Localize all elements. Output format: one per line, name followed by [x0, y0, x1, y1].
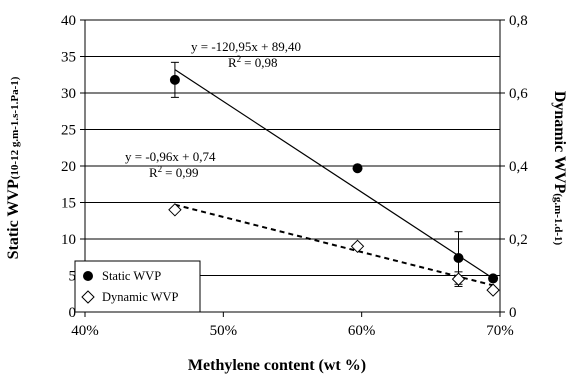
right-tick-label: 0,2	[509, 232, 528, 248]
dynamic-wvp-point	[168, 203, 182, 217]
dynamic-wvp-point	[451, 272, 466, 286]
right-tick-label: 0,4	[509, 159, 528, 175]
legend-dynamic-marker	[81, 290, 95, 304]
static-r2-value: = 0,98	[244, 55, 277, 70]
right-tick-label: 0,6	[509, 86, 528, 102]
left-tick-label: 5	[69, 269, 77, 285]
gridlines	[85, 19, 500, 276]
data-points	[168, 61, 500, 297]
left-tick-label: 40	[61, 13, 76, 29]
dynamic-equation: y = -0,96x + 0,74	[125, 149, 216, 164]
right-tick-label: 0	[509, 305, 517, 321]
x-tick-label: 40%	[71, 323, 99, 339]
legend-static-label: Static WVP	[102, 269, 161, 283]
left-tick-label: 20	[61, 159, 76, 175]
left-y-axis-unit: (10-12 g.m-1.s-1.Pa-1)	[9, 76, 21, 179]
left-tick-label: 15	[61, 196, 76, 212]
left-y-axis-title-main: Static WVP	[5, 179, 22, 259]
dynamic-r2: R2 = 0,99	[149, 164, 199, 180]
trendlines	[174, 69, 494, 287]
left-tick-label: 25	[61, 123, 76, 139]
left-tick-label: 0	[69, 305, 77, 321]
legend-box	[74, 260, 201, 313]
r2-superscript: 2	[237, 54, 242, 64]
static-equation: y = -120,95x + 89,40	[191, 39, 301, 54]
r2-superscript: 2	[158, 164, 163, 174]
static-wvp-point	[169, 74, 180, 85]
legend-static-marker	[83, 271, 93, 281]
x-tick-label: 70%	[486, 323, 514, 339]
dynamic-wvp-point	[486, 283, 500, 297]
right-y-axis-title: Dynamic WVP(g.m-1.d-1)	[551, 91, 568, 246]
legend-dynamic-label: Dynamic WVP	[102, 290, 179, 304]
dynamic-r2-value: = 0,99	[165, 165, 198, 180]
x-axis-title: Methylene content (wt %)	[188, 357, 366, 374]
left-y-axis-title: Static WVP(10-12 g.m-1.s-1.Pa-1)	[5, 76, 22, 259]
static-wvp-point	[453, 252, 464, 263]
right-y-axis-title-main: Dynamic WVP	[551, 91, 568, 194]
legend: Static WVP Dynamic WVP	[74, 260, 201, 313]
left-tick-label: 10	[61, 232, 76, 248]
tick-labels: 0 5 10 15 20 25 30 35 40 0 0,2 0,4 0,6 0,8 40% 50% 60% 70…	[61, 13, 528, 339]
dynamic-trendline	[174, 203, 494, 287]
left-tick-label: 35	[61, 50, 76, 66]
dynamic-wvp-point	[350, 239, 365, 254]
static-trendline	[174, 69, 494, 279]
right-tick-label: 0,8	[509, 13, 528, 29]
static-wvp-point	[352, 163, 363, 174]
static-wvp-point	[488, 273, 499, 284]
x-tick-label: 60%	[348, 323, 376, 339]
left-tick-label: 30	[61, 86, 76, 102]
static-r2: R2 = 0,98	[228, 54, 278, 70]
right-y-axis-unit: (g.m-1.d-1)	[552, 193, 564, 245]
x-tick-label: 50%	[210, 323, 238, 339]
